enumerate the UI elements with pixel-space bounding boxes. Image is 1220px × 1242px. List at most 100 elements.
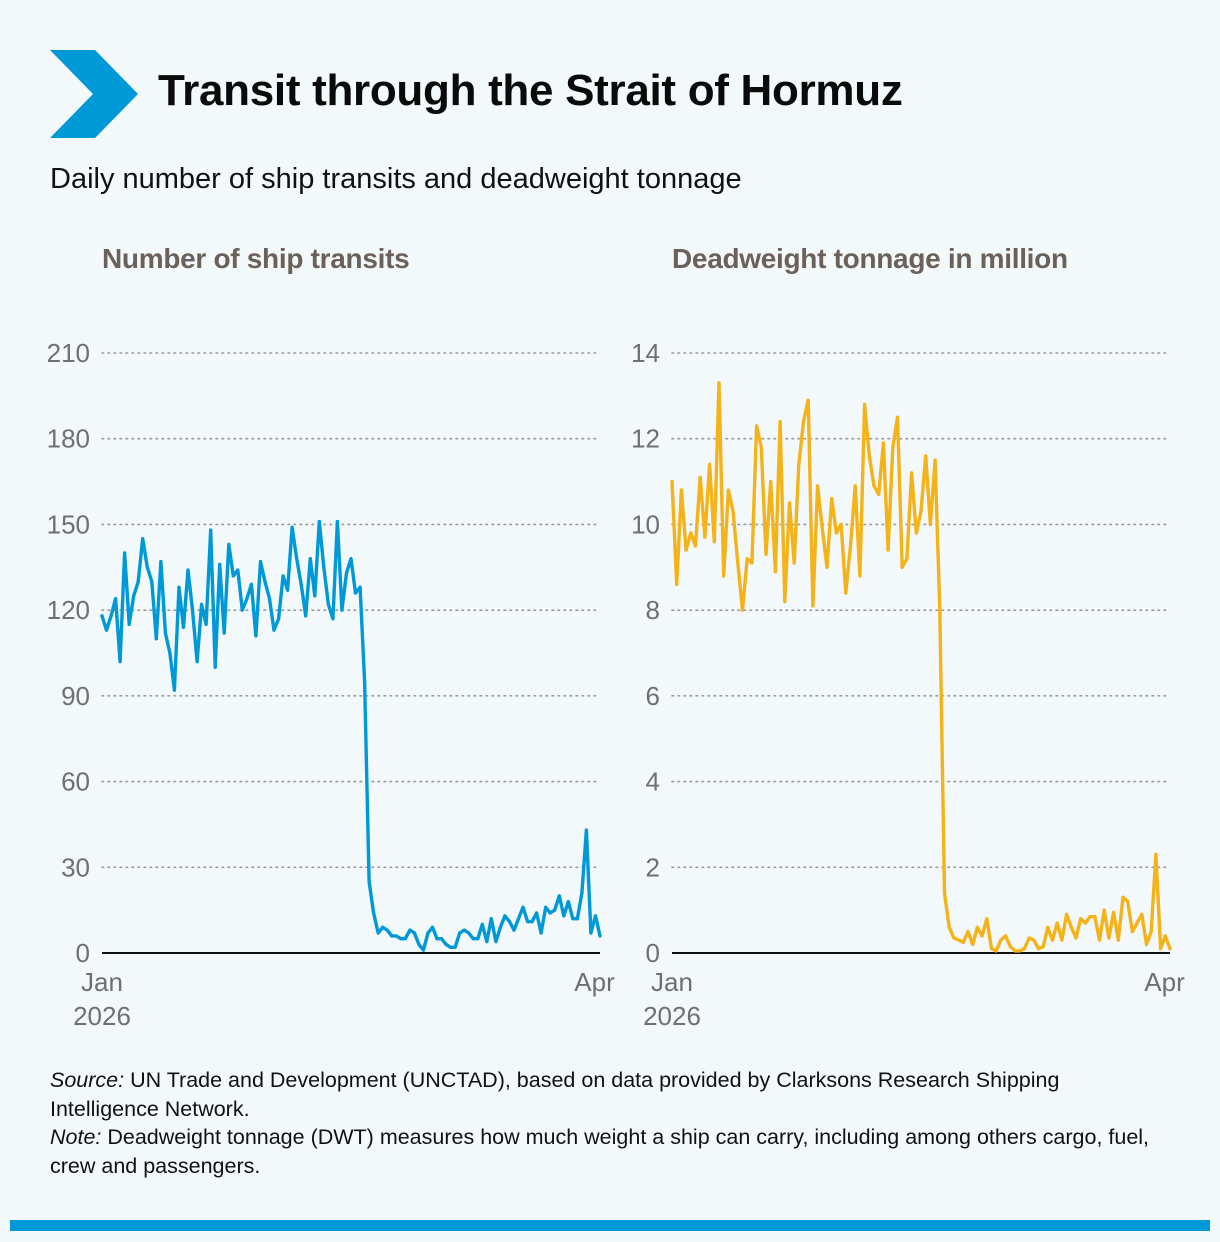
data-point [213, 665, 217, 669]
data-point [372, 911, 376, 915]
data-point [787, 501, 792, 505]
data-point [872, 484, 876, 488]
data-point [750, 561, 754, 565]
data-point [1163, 934, 1167, 938]
data-point [308, 557, 312, 561]
data-point [163, 631, 167, 635]
data-point [218, 562, 222, 566]
data-point [881, 441, 885, 445]
data-point [114, 597, 118, 601]
data-point [286, 588, 290, 592]
data-point [801, 420, 806, 424]
data-point [186, 568, 190, 572]
x-tick-label: Apr [574, 967, 615, 997]
data-point [961, 940, 965, 944]
data-point [363, 680, 367, 684]
data-point [1102, 908, 1106, 912]
data-point [877, 492, 881, 496]
y-tick-label: 8 [646, 595, 660, 625]
data-point [195, 660, 199, 664]
data-point [317, 520, 321, 524]
data-point [104, 628, 109, 632]
data-point [886, 548, 890, 552]
y-tick-label: 12 [631, 424, 660, 454]
data-point [1083, 921, 1087, 925]
data-point [825, 565, 829, 569]
data-point [177, 585, 181, 589]
data-point [480, 922, 484, 927]
data-point [575, 917, 580, 921]
data-point [816, 484, 820, 488]
data-point [299, 582, 303, 586]
data-point [1130, 930, 1134, 934]
data-point [820, 527, 824, 531]
x-tick-sublabel: 2026 [643, 1001, 701, 1031]
data-point [722, 574, 726, 578]
data-point [584, 828, 589, 832]
source-note: Source: UN Trade and Development (UNCTAD… [50, 1066, 1170, 1123]
data-point [412, 931, 416, 935]
x-tick-label: Apr [1144, 967, 1185, 997]
data-point [353, 591, 358, 595]
y-tick-label: 210 [47, 338, 90, 368]
data-point [1097, 938, 1102, 942]
data-point [421, 948, 425, 952]
data-point [1121, 895, 1125, 899]
data-point [1041, 945, 1045, 949]
data-point [703, 535, 707, 539]
data-point [381, 925, 385, 929]
data-point [181, 625, 186, 629]
data-point [740, 608, 745, 612]
data-point [417, 942, 421, 947]
data-point [340, 608, 344, 612]
data-point [910, 471, 914, 475]
data-point [966, 930, 970, 934]
data-point [498, 925, 502, 929]
data-point [399, 937, 403, 941]
data-point [999, 938, 1003, 942]
data-point [553, 908, 557, 912]
data-point [773, 570, 777, 574]
data-point [957, 938, 961, 942]
data-point [914, 531, 918, 535]
data-point [593, 914, 598, 918]
data-point [811, 604, 815, 608]
data-point [938, 608, 942, 612]
y-tick-label: 2 [646, 852, 660, 882]
data-point [127, 622, 131, 626]
data-point [589, 931, 593, 935]
data-point [145, 565, 149, 569]
data-point [394, 934, 398, 938]
data-point [1032, 938, 1036, 942]
data-point [349, 557, 353, 561]
source-text: UN Trade and Development (UNCTAD), based… [50, 1068, 1060, 1121]
data-point [430, 925, 435, 929]
page-subtitle: Daily number of ship transits and deadwe… [50, 163, 742, 195]
data-point [975, 925, 979, 929]
data-point [679, 488, 683, 492]
data-point [698, 475, 702, 479]
data-point [863, 402, 867, 406]
data-point [494, 940, 498, 944]
data-point [792, 561, 796, 565]
data-point [331, 617, 335, 621]
data-point [853, 484, 857, 488]
data-point [684, 548, 688, 552]
data-point [1135, 921, 1139, 925]
data-point [933, 458, 937, 462]
data-point [453, 945, 457, 949]
data-point [562, 914, 566, 918]
data-point [675, 582, 679, 586]
y-tick-label: 6 [646, 681, 660, 711]
data-point [390, 934, 394, 938]
data-point [1065, 912, 1069, 917]
data-point [731, 510, 735, 514]
data-point [839, 522, 843, 526]
data-point [759, 445, 763, 449]
data-point [1107, 936, 1111, 940]
data-point [947, 925, 951, 929]
data-point [557, 894, 561, 898]
data-point [159, 560, 163, 564]
data-point [526, 920, 530, 924]
data-point [924, 454, 928, 458]
